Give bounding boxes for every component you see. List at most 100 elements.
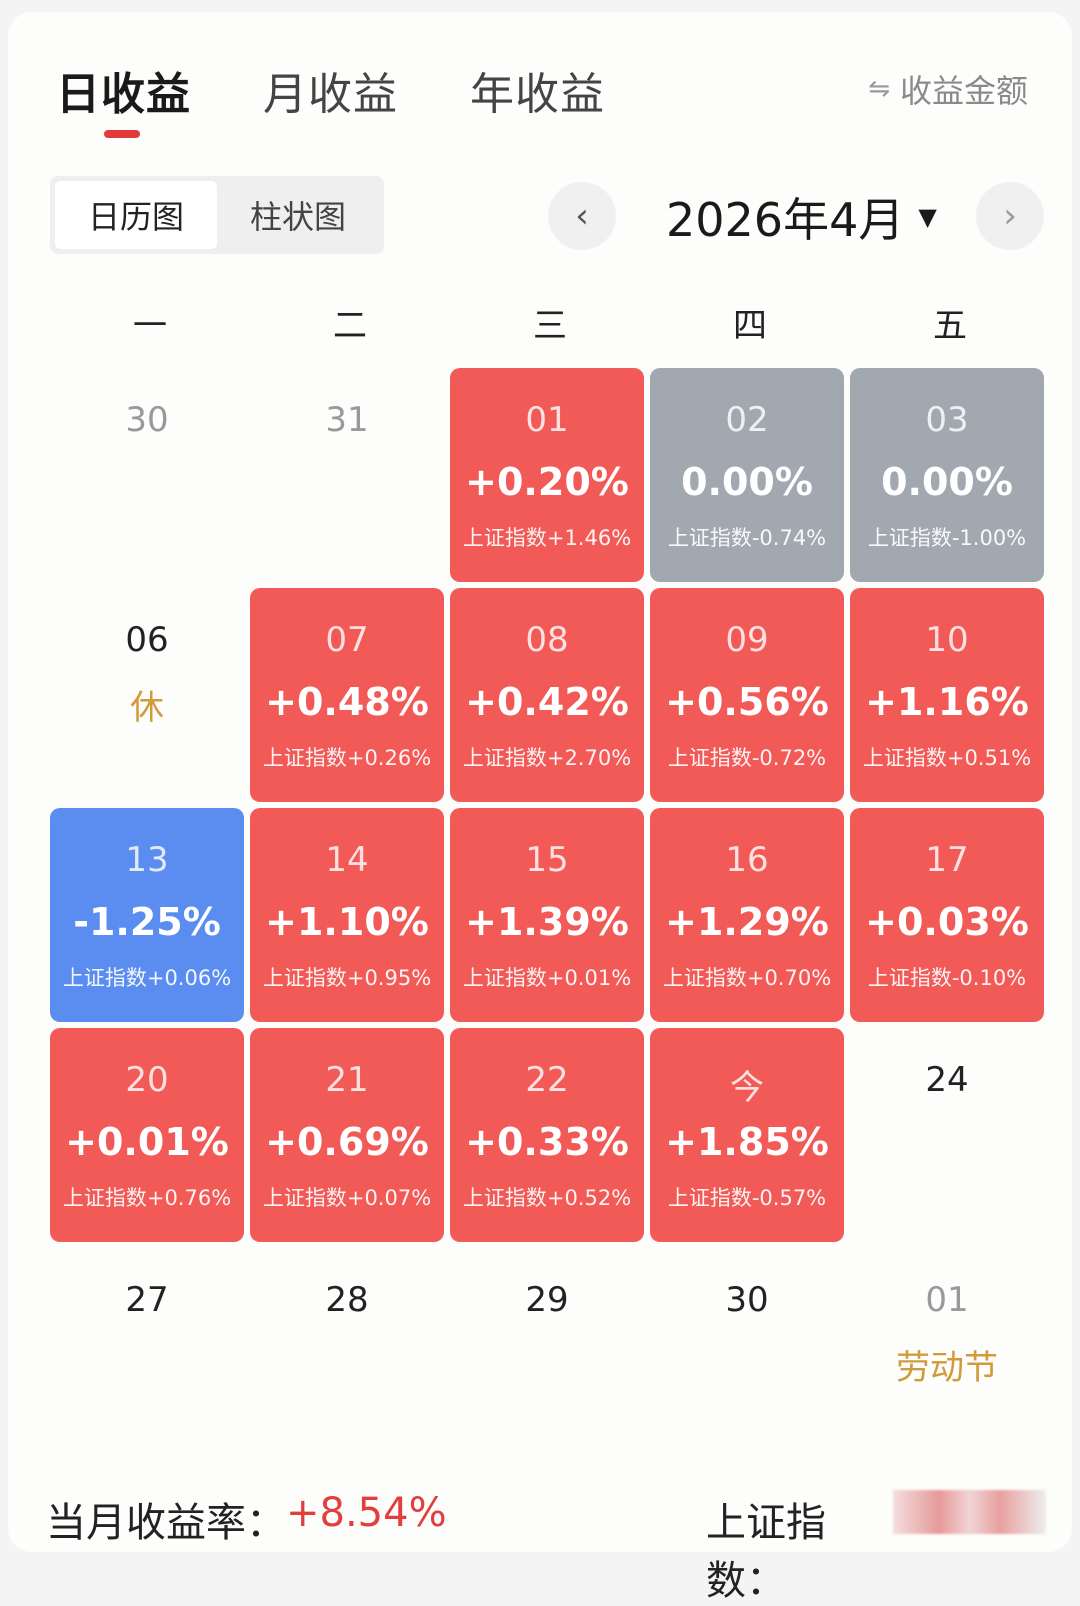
- daily-return: +0.03%: [865, 900, 1029, 944]
- calendar-day-cell[interactable]: 31: [250, 368, 444, 582]
- weekday-label: 五: [933, 306, 967, 346]
- calendar-day-cell[interactable]: 07 +0.48% 上证指数+0.26%: [250, 588, 444, 802]
- day-number: 今: [730, 1068, 764, 1108]
- calendar-day-cell[interactable]: 08 +0.42% 上证指数+2.70%: [450, 588, 644, 802]
- index-change: 上证指数+0.70%: [662, 966, 832, 990]
- day-number: 22: [525, 1060, 569, 1100]
- month-picker[interactable]: 2026年4月 ▼: [666, 184, 937, 250]
- calendar-day-cell[interactable]: 28: [250, 1248, 444, 1462]
- index-change: 上证指数-0.74%: [667, 526, 827, 550]
- index-change: 上证指数+0.95%: [262, 966, 432, 990]
- calendar-day-cell[interactable]: 10 +1.16% 上证指数+0.51%: [850, 588, 1044, 802]
- tab-label: 年收益: [470, 69, 605, 120]
- weekday-label: 一: [133, 306, 167, 346]
- day-number: 21: [325, 1060, 369, 1100]
- daily-return: +0.48%: [265, 680, 429, 724]
- prev-month-button[interactable]: ‹: [548, 182, 616, 250]
- day-number: 17: [925, 840, 969, 880]
- calendar-day-cell[interactable]: 01 劳动节: [850, 1248, 1044, 1462]
- index-change: 上证指数+0.06%: [62, 966, 232, 990]
- calendar-day-cell[interactable]: 01 +0.20% 上证指数+1.46%: [450, 368, 644, 582]
- daily-return: +0.42%: [465, 680, 629, 724]
- daily-return: +0.01%: [65, 1120, 229, 1164]
- calendar-day-cell[interactable]: 22 +0.33% 上证指数+0.52%: [450, 1028, 644, 1242]
- day-number: 31: [325, 400, 369, 440]
- day-number: 10: [925, 620, 969, 660]
- chevron-left-icon: ‹: [575, 196, 589, 236]
- calendar-day-cell[interactable]: 29: [450, 1248, 644, 1462]
- day-number: 28: [325, 1280, 369, 1320]
- monthly-return-label: 当月收益率：: [46, 1500, 286, 1546]
- day-number: 14: [325, 840, 369, 880]
- day-number: 06: [125, 620, 169, 660]
- index-change: 上证指数-0.72%: [667, 746, 827, 770]
- calendar-day-cell[interactable]: 17 +0.03% 上证指数-0.10%: [850, 808, 1044, 1022]
- calendar-day-cell[interactable]: 14 +1.10% 上证指数+0.95%: [250, 808, 444, 1022]
- holiday-note: 劳动节: [896, 1348, 998, 1388]
- daily-return: +0.56%: [665, 680, 829, 724]
- calendar-day-cell[interactable]: 03 0.00% 上证指数-1.00%: [850, 368, 1044, 582]
- index-change: 上证指数+0.07%: [262, 1186, 432, 1210]
- index-change: 上证指数+0.26%: [262, 746, 432, 770]
- daily-return: +0.33%: [465, 1120, 629, 1164]
- day-number: 24: [925, 1060, 969, 1100]
- tab-monthly-earnings[interactable]: 月收益: [263, 58, 398, 122]
- calendar-day-cell[interactable]: 27: [50, 1248, 244, 1462]
- day-number: 30: [125, 400, 169, 440]
- index-change: 上证指数+0.01%: [462, 966, 632, 990]
- next-month-button[interactable]: ›: [976, 182, 1044, 250]
- weekday-header: 一 二 三 四 五: [50, 298, 1050, 347]
- index-change: 上证指数+0.76%: [62, 1186, 232, 1210]
- index-change: 上证指数+1.46%: [462, 526, 632, 550]
- month-label: 2026年4月: [666, 193, 905, 247]
- active-tab-indicator: [104, 130, 140, 138]
- tab-label: 日收益: [56, 69, 191, 120]
- daily-return: +1.85%: [665, 1120, 829, 1164]
- calendar-day-cell[interactable]: 15 +1.39% 上证指数+0.01%: [450, 808, 644, 1022]
- daily-return: -1.25%: [73, 900, 221, 944]
- calendar-view-button[interactable]: 日历图: [55, 181, 217, 249]
- caret-down-icon: ▼: [918, 203, 937, 231]
- daily-return: +1.29%: [665, 900, 829, 944]
- calendar-day-cell[interactable]: 30: [50, 368, 244, 582]
- day-number: 15: [525, 840, 569, 880]
- monthly-return-value: +8.54%: [286, 1490, 447, 1536]
- daily-return: +1.16%: [865, 680, 1029, 724]
- day-number: 16: [725, 840, 769, 880]
- day-number: 09: [725, 620, 769, 660]
- monthly-return-summary: 当月收益率： +8.54%: [46, 1490, 447, 1548]
- tab-daily-earnings[interactable]: 日收益: [56, 58, 191, 138]
- calendar-day-cell[interactable]: 16 +1.29% 上证指数+0.70%: [650, 808, 844, 1022]
- day-number: 01: [525, 400, 569, 440]
- earnings-card: 日收益 月收益 年收益 ⇋ 收益金额 日历图 柱状图 ‹ 2026年4月 ▼ ›…: [8, 12, 1072, 1552]
- day-number: 03: [925, 400, 969, 440]
- view-switch: 日历图 柱状图: [50, 176, 384, 254]
- calendar-day-cell[interactable]: 今 +1.85% 上证指数-0.57%: [650, 1028, 844, 1242]
- weekday-label: 二: [333, 306, 367, 346]
- index-change: 上证指数-0.10%: [867, 966, 1027, 990]
- calendar-day-cell[interactable]: 30: [650, 1248, 844, 1462]
- calendar-day-cell[interactable]: 24: [850, 1028, 1044, 1242]
- daily-return: 0.00%: [681, 460, 813, 504]
- index-change: 上证指数-1.00%: [867, 526, 1027, 550]
- redacted-index-value: [892, 1490, 1046, 1534]
- period-tabs: 日收益 月收益 年收益: [56, 58, 605, 138]
- daily-return: +1.10%: [265, 900, 429, 944]
- day-number: 08: [525, 620, 569, 660]
- calendar-day-cell[interactable]: 09 +0.56% 上证指数-0.72%: [650, 588, 844, 802]
- tab-yearly-earnings[interactable]: 年收益: [470, 58, 605, 122]
- calendar-day-cell[interactable]: 06 休: [50, 588, 244, 802]
- holiday-note: 休: [130, 688, 164, 728]
- toggle-earnings-amount-button[interactable]: ⇋ 收益金额: [868, 66, 1028, 112]
- index-change: 上证指数+0.51%: [862, 746, 1032, 770]
- calendar-day-cell[interactable]: 21 +0.69% 上证指数+0.07%: [250, 1028, 444, 1242]
- calendar-day-cell[interactable]: 02 0.00% 上证指数-0.74%: [650, 368, 844, 582]
- tab-label: 月收益: [263, 69, 398, 120]
- day-number: 07: [325, 620, 369, 660]
- calendar-grid: 30 31 01 +0.20% 上证指数+1.46% 02 0.00% 上证指数-0.74% 0…: [50, 368, 1044, 1462]
- calendar-day-cell[interactable]: 20 +0.01% 上证指数+0.76%: [50, 1028, 244, 1242]
- index-summary: 上证指数：: [706, 1490, 1046, 1606]
- calendar-day-cell[interactable]: 13 -1.25% 上证指数+0.06%: [50, 808, 244, 1022]
- bar-chart-view-button[interactable]: 柱状图: [249, 198, 346, 236]
- day-number: 29: [525, 1280, 569, 1320]
